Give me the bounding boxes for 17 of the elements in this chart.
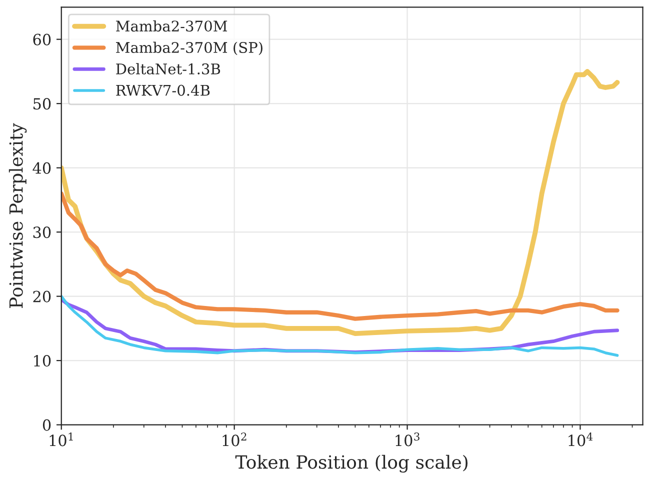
x-tick-label: 10$^{3}$ bbox=[396, 432, 420, 446]
y-axis-title: Pointwise Perplexity bbox=[8, 123, 27, 308]
legend-label: Mamba2-370M bbox=[116, 20, 228, 32]
y-tick-label: 30 bbox=[33, 226, 51, 238]
legend-label: RWKV7-0.4B bbox=[116, 84, 210, 96]
x-tick-label: 10$^{2}$ bbox=[222, 432, 246, 446]
y-tick-label: 40 bbox=[32, 162, 51, 174]
x-tick-label: 10$^{4}$ bbox=[568, 432, 593, 446]
legend-label: DeltaNet-1.3B bbox=[116, 63, 220, 74]
y-tick-label: 0 bbox=[42, 419, 51, 431]
y-tick-label: 50 bbox=[34, 98, 51, 110]
x-tick-label: 10$^{1}$ bbox=[50, 432, 73, 446]
legend-label: Mamba2-370M (SP) bbox=[116, 42, 262, 56]
y-tick-label: 20 bbox=[33, 290, 51, 302]
y-tick-label: 10 bbox=[34, 355, 51, 367]
x-axis-title: Token Position (log scale) bbox=[235, 454, 468, 473]
y-tick-label: 60 bbox=[33, 34, 51, 46]
